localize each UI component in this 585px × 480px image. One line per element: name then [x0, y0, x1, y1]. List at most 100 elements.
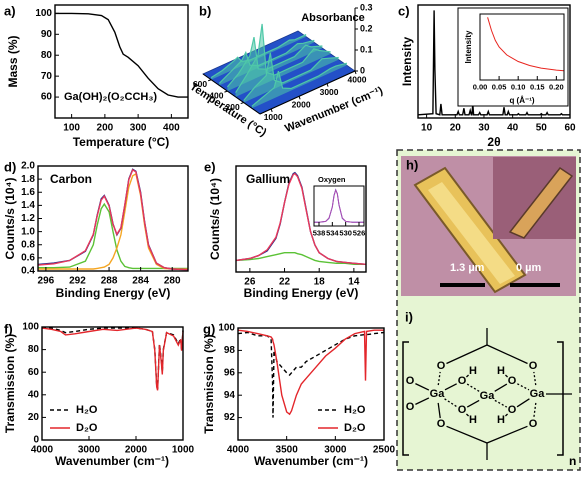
x-tick-label: 0.20	[549, 82, 564, 91]
x-tick-label: 18	[314, 277, 326, 288]
y-tick-label: 20	[28, 412, 40, 423]
atom-label: O	[458, 404, 467, 416]
x-tick-label: 30	[478, 123, 490, 134]
plot-frame	[417, 4, 571, 119]
y-axis-label: Transmission (%)	[3, 334, 17, 433]
x-tick-label: 22	[279, 277, 291, 288]
x-axis-label: Temperature (°C)	[73, 135, 170, 149]
y-tick-label: 1.2	[21, 213, 35, 224]
data-line	[235, 172, 367, 265]
y-tick-label: 92	[224, 412, 236, 423]
z-tick-label: 0	[360, 65, 365, 75]
y-axis	[202, 73, 261, 115]
x-tick-label: 20	[450, 123, 462, 134]
y-tick-label: 60	[41, 92, 53, 103]
bond	[466, 399, 480, 408]
x-tick-label: 296	[38, 276, 55, 287]
x-tick-label: 526	[353, 228, 366, 237]
data-line	[237, 331, 385, 418]
y-tick-label: 100	[218, 323, 235, 334]
panel-label: i)	[405, 309, 413, 324]
bond	[446, 425, 488, 444]
data-line	[41, 327, 184, 391]
plot-frame	[479, 13, 565, 81]
x-tick-label: 0.15	[530, 82, 545, 91]
data-line	[417, 10, 570, 116]
z-tick-label: 0.1	[360, 44, 373, 54]
y-axis-label: Intensity	[400, 37, 414, 87]
x-tick-label: 4000	[31, 445, 54, 456]
plot-frame	[41, 326, 184, 441]
panel-label: g)	[203, 321, 215, 336]
x-tick-label: 3000	[320, 87, 339, 97]
y-tick-label: 98	[224, 345, 236, 356]
y-tick-label: 1.4	[21, 200, 35, 211]
atom-label: Ga	[530, 388, 546, 400]
bond	[505, 374, 508, 378]
data-line	[38, 202, 188, 270]
data-line	[237, 329, 384, 416]
atom-label: H	[469, 365, 477, 377]
data-line	[55, 12, 188, 98]
x-axis-label: Binding Energy (eV)	[244, 286, 359, 300]
spectrum-fill	[251, 63, 347, 109]
x-tick-label: 288	[101, 276, 118, 287]
x-tick-label: 530	[339, 228, 352, 237]
bond	[466, 374, 469, 378]
x-axis-label: Wavenumber (cm⁻¹)	[55, 454, 169, 468]
x-tick	[270, 108, 273, 113]
x-tick-label: 40	[507, 123, 519, 134]
panel-text: Gallium	[246, 172, 290, 186]
atom-label: Ga	[480, 390, 496, 402]
x-tick	[326, 83, 329, 87]
y-tick-label: 40	[28, 389, 40, 400]
y-tick-label: 0	[33, 435, 39, 446]
x-axis	[259, 70, 356, 115]
y-tick-label: 2.0	[21, 161, 35, 172]
panel-label: e)	[204, 159, 216, 174]
repeat-label: n	[569, 454, 576, 468]
x-tick-label: 292	[69, 276, 86, 287]
bond	[415, 383, 430, 391]
x-axis-label: 2θ	[487, 135, 500, 149]
x-tick-label: 0.10	[511, 82, 526, 91]
x-tick-label: 2000	[125, 445, 148, 456]
y-tick-label: 100	[22, 322, 39, 333]
atom-label: O	[529, 418, 538, 430]
x-tick-label: 2000	[292, 100, 311, 110]
plot-frame	[313, 185, 365, 227]
scale-bar	[440, 283, 485, 287]
y-tick-label: 70	[41, 71, 53, 82]
data-line	[38, 172, 188, 270]
x-tick-label: 14	[348, 277, 360, 288]
x-tick-label: 4000	[227, 445, 250, 456]
y-tick-label: 1.0	[21, 226, 35, 237]
chart-title: Absorbance	[301, 12, 365, 24]
x-tick-label: 3000	[324, 445, 347, 456]
x-tick-label: 400	[163, 123, 180, 134]
x-tick-label: 4000	[348, 74, 367, 84]
x-tick-label: 2500	[373, 445, 396, 456]
atom-label: O	[437, 418, 446, 430]
x-tick-label: 300	[130, 123, 147, 134]
y-tick-label: 100	[35, 8, 52, 19]
y-tick-label: 0.6	[21, 253, 35, 264]
bond	[444, 398, 458, 408]
x-tick-label: 200	[97, 123, 114, 134]
atom-label: O	[508, 375, 517, 387]
annotation: Ga(OH)₂(O₂CCH₃)	[64, 91, 157, 103]
panel-label: f)	[4, 321, 13, 336]
micrograph: h) 1.3 µm 0 µm	[401, 156, 576, 296]
x-tick-label: 538	[313, 228, 326, 237]
atom-label: O	[529, 360, 538, 372]
atom-label: H	[497, 365, 505, 377]
data-line	[37, 168, 189, 271]
atom-label: O	[406, 375, 415, 387]
y-tick-label: 60	[28, 367, 40, 378]
y-tick-label: 0.4	[21, 266, 35, 277]
panel-label: d)	[4, 159, 16, 174]
atom-label: O	[508, 404, 517, 416]
bond	[444, 383, 457, 391]
plot-frame	[54, 4, 189, 119]
